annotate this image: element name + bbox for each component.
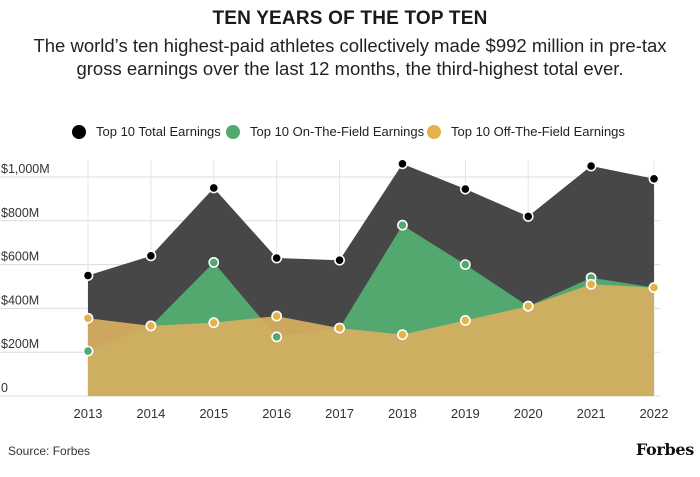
point-off-field — [334, 322, 345, 334]
x-tick-label: 2021 — [577, 406, 606, 421]
subtitle-line-1: The world’s ten highest-paid athletes co… — [33, 35, 667, 56]
point-off-field — [585, 278, 597, 290]
chart-title: TEN YEARS OF THE TOP TEN — [212, 8, 488, 29]
point-off-field — [648, 282, 660, 293]
y-tick-label: 0 — [1, 381, 8, 395]
point-total — [334, 254, 345, 266]
legend-item-total: Top 10 Total Earnings — [72, 124, 221, 139]
x-tick-label: 2015 — [199, 406, 228, 421]
x-tick-label: 2016 — [262, 406, 291, 421]
x-tick-label: 2018 — [388, 406, 417, 421]
point-on-field — [459, 259, 471, 270]
legend-swatch-off-field — [427, 124, 441, 139]
point-total — [82, 270, 94, 281]
point-off-field — [145, 320, 157, 332]
y-tick-label: $200M — [1, 337, 39, 351]
area-off-field-earnings — [88, 284, 654, 396]
x-tick-label: 2022 — [640, 406, 669, 421]
legend-label-total: Top 10 Total Earnings — [96, 124, 221, 139]
point-off-field — [82, 312, 94, 324]
point-on-field — [82, 345, 94, 357]
point-off-field — [459, 315, 471, 326]
point-on-field — [397, 219, 408, 231]
x-tick-label: 2017 — [325, 406, 354, 421]
point-off-field — [522, 300, 534, 312]
chart-legend: Top 10 Total Earnings Top 10 On-The-Fiel… — [0, 124, 700, 144]
legend-item-on-field: Top 10 On-The-Field Earnings — [226, 124, 424, 139]
y-tick-label: $1,000M — [1, 162, 50, 176]
point-total — [208, 182, 220, 194]
point-total — [648, 173, 660, 185]
legend-label-on-field: Top 10 On-The-Field Earnings — [250, 124, 425, 139]
legend-swatch-on-field — [226, 124, 240, 139]
legend-swatch-total — [72, 124, 86, 139]
source-note: Source: Forbes — [8, 444, 91, 458]
x-tick-label: 2014 — [136, 406, 165, 421]
chart-subtitle: The world’s ten highest-paid athletes co… — [20, 34, 680, 80]
forbes-logo: Forbes — [635, 440, 694, 459]
x-tick-label: 2019 — [451, 406, 480, 421]
point-total — [145, 250, 157, 262]
y-tick-label: $800M — [1, 206, 39, 220]
point-on-field — [271, 331, 283, 343]
point-total — [522, 211, 534, 222]
x-tick-label: 2013 — [74, 406, 103, 421]
point-on-field — [208, 257, 220, 268]
point-total — [271, 252, 283, 264]
legend-label-off-field: Top 10 Off-The-Field Earnings — [451, 124, 625, 139]
y-tick-label: $400M — [1, 293, 39, 307]
x-tick-label: 2020 — [514, 406, 543, 421]
point-off-field — [271, 310, 283, 322]
earnings-area-chart: $1,000M $800M $600M $400M $200M 0 2013 2014 2015… — [0, 158, 669, 421]
legend-item-off-field: Top 10 Off-The-Field Earnings — [427, 124, 625, 139]
point-total — [459, 183, 471, 195]
point-total — [585, 160, 597, 172]
point-off-field — [208, 317, 220, 329]
subtitle-line-2: gross earnings over the last 12 months, … — [76, 58, 624, 79]
point-off-field — [397, 329, 408, 341]
point-total — [397, 158, 408, 170]
y-tick-label: $600M — [1, 250, 39, 264]
